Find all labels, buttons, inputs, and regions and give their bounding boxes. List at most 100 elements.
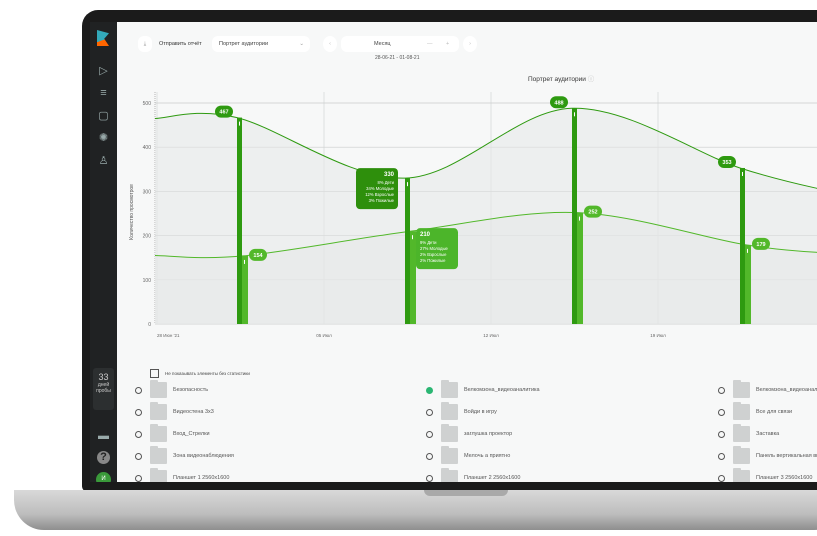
monitor-icon[interactable]: ▬ <box>98 430 109 442</box>
folder-icon <box>733 380 750 398</box>
radio-button[interactable] <box>135 452 142 460</box>
list-item[interactable]: Планшет 3 2560x1600 <box>718 468 813 482</box>
item-name: Безопасность <box>173 387 209 393</box>
item-name: Планшет 2 2560x1600 <box>464 475 521 481</box>
radio-button[interactable] <box>426 430 433 438</box>
folder-icon <box>733 468 750 482</box>
radio-button[interactable] <box>426 386 433 394</box>
send-report-button[interactable]: Отправить отчёт <box>159 41 202 47</box>
play-icon[interactable]: ▷ <box>99 65 108 77</box>
audience-chart: 0 100 200 300 400 500 28 Июн '21 05 Июл 12 Июл 19… <box>129 92 817 338</box>
list-item[interactable]: Велкомзона_видеоаналитика <box>426 380 540 398</box>
value-label: 353 <box>722 160 731 166</box>
prev-button[interactable]: ‹ <box>323 36 337 52</box>
chevron-down-icon: ⌄ <box>299 41 304 47</box>
zoom-out-button[interactable]: — <box>427 41 433 47</box>
list-item[interactable]: Велкомзона_видеоаналитика <box>718 380 817 398</box>
item-name: Планшет 3 2560x1600 <box>756 475 813 481</box>
y-tick-label: 100 <box>143 278 152 284</box>
radio-button[interactable] <box>135 408 142 416</box>
value-badge <box>249 248 267 261</box>
period-value: Месяц <box>374 41 391 47</box>
radio-button[interactable] <box>718 474 725 482</box>
avatar[interactable]: И <box>96 472 111 482</box>
person-icon <box>407 182 408 187</box>
x-tick-label: 05 Июл <box>316 333 332 338</box>
trial-badge[interactable]: 33 дней пробы <box>93 368 114 410</box>
list-item[interactable]: заглушка проектор <box>426 424 512 442</box>
list-icon[interactable]: ≡ <box>100 87 107 99</box>
item-name: Все для связи <box>756 409 793 415</box>
hide-empty-checkbox[interactable]: Не показывать элементы без статистики <box>150 365 250 381</box>
x-tick-label: 12 Июл <box>483 333 499 338</box>
value-label: 467 <box>219 110 228 116</box>
info-icon[interactable]: ⓘ <box>587 76 595 83</box>
radio-button[interactable] <box>135 386 142 394</box>
value-badge <box>550 96 568 109</box>
list-item[interactable]: Зона видеонаблюдения <box>135 446 234 464</box>
hide-empty-label: Не показывать элементы без статистики <box>165 370 250 376</box>
list-item[interactable]: Планшет 2 2560x1600 <box>426 468 521 482</box>
folder-icon <box>150 446 167 464</box>
folder-icon <box>441 402 458 420</box>
list-item[interactable]: Все для связи <box>718 402 793 420</box>
folder-icon <box>150 402 167 420</box>
y-tick-label: 300 <box>143 189 152 195</box>
help-icon[interactable]: ? <box>97 451 110 464</box>
download-icon[interactable]: ⤓ <box>138 36 152 52</box>
period-select[interactable]: Месяц — + <box>341 36 459 52</box>
item-name: Заставка <box>756 431 780 437</box>
trial-days: 33 <box>98 372 109 382</box>
list-item[interactable]: Вход_Стрелки <box>135 424 210 442</box>
app-screen: ▷ ≡ ▢ ✺ ♙ 33 дней пробы ▬ ? И ⤓ Отправить … <box>90 22 817 482</box>
trial-label: дней <box>97 382 110 388</box>
radio-button[interactable] <box>426 408 433 416</box>
radio-button[interactable] <box>718 452 725 460</box>
folder-icon <box>150 424 167 442</box>
tooltip-line: 12% Взрослые <box>365 192 394 197</box>
tooltip-value: 210 <box>420 232 431 238</box>
date-range: 28-06-21 - 01-08-21 <box>375 55 420 61</box>
user-icon[interactable]: ♙ <box>98 155 109 167</box>
chart-title: Портрет аудитории ⓘ <box>528 73 594 83</box>
bar <box>237 117 242 324</box>
value-label: 154 <box>253 253 263 259</box>
radio-button[interactable] <box>135 430 142 438</box>
person-icon <box>412 235 413 240</box>
item-name: Видеостена 3x3 <box>173 409 214 415</box>
person-icon <box>244 259 245 264</box>
x-tick-label: 28 Июн '21 <box>157 333 180 338</box>
list-item[interactable]: Видеостена 3x3 <box>135 402 214 420</box>
report-select[interactable]: Портрет аудитории ⌄ <box>212 36 310 52</box>
radio-button[interactable] <box>718 408 725 416</box>
list-item[interactable]: Войди в игру <box>426 402 497 420</box>
bar <box>572 108 577 324</box>
y-tick-label: 500 <box>143 101 152 107</box>
value-badge <box>752 237 770 250</box>
radio-button[interactable] <box>718 430 725 438</box>
radio-button[interactable] <box>426 474 433 482</box>
loader-icon[interactable]: ✺ <box>98 132 109 144</box>
list-item[interactable]: Панель вертикальная внутр <box>718 446 817 464</box>
folder-icon <box>733 402 750 420</box>
bar <box>740 167 745 324</box>
laptop-base <box>14 490 817 530</box>
radio-button[interactable] <box>135 474 142 482</box>
value-badge <box>584 205 602 218</box>
radio-button[interactable] <box>426 452 433 460</box>
file-icon[interactable]: ▢ <box>98 110 109 122</box>
tooltip-line: 3% Пожилые <box>369 198 395 203</box>
next-button[interactable]: › <box>463 36 477 52</box>
list-item[interactable]: Планшет 1 2560x1600 <box>135 468 229 482</box>
list-item[interactable]: Безопасность <box>135 380 209 398</box>
list-item[interactable]: Заставка <box>718 424 780 442</box>
folder-icon <box>733 446 750 464</box>
tooltip-line: 2% Пожилые <box>420 258 446 263</box>
person-icon <box>574 112 575 117</box>
y-tick-label: 0 <box>148 322 151 328</box>
radio-button[interactable] <box>718 386 725 394</box>
value-badge <box>718 155 736 168</box>
list-item[interactable]: Мелочь а приятно <box>426 446 510 464</box>
zoom-in-button[interactable]: + <box>446 41 450 47</box>
series-area <box>155 212 817 324</box>
